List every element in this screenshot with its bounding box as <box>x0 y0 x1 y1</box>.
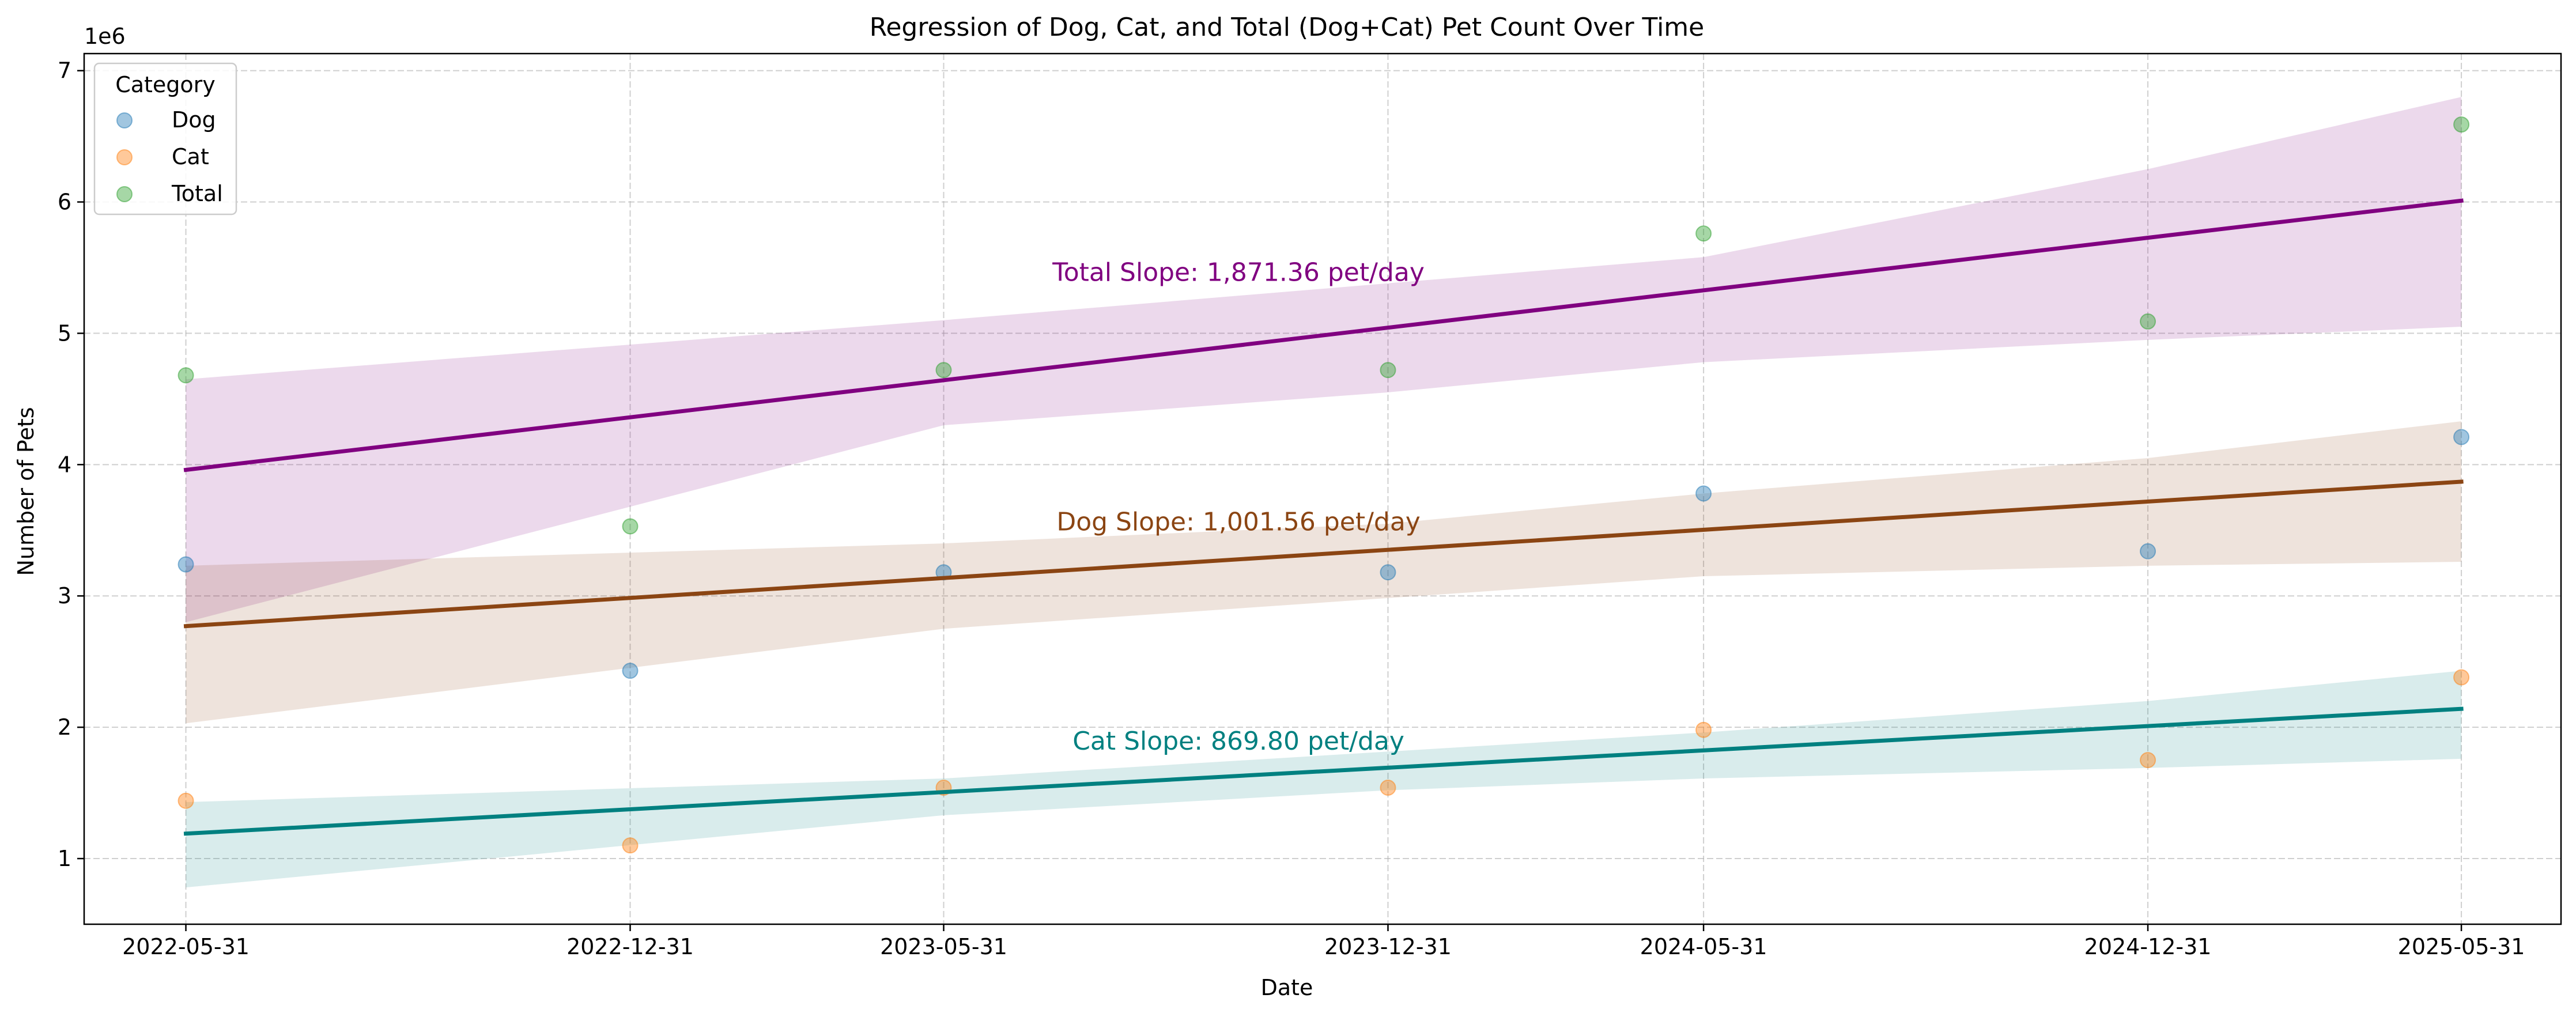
dog-confidence-band <box>186 421 2462 724</box>
cat-slope-annotation: Cat Slope: 869.80 pet/day <box>1072 727 1404 756</box>
cat-legend-marker <box>116 149 133 165</box>
dog-legend-marker <box>116 112 133 128</box>
total-confidence-band <box>186 97 2462 622</box>
x-tick-label: 2025-05-31 <box>2398 934 2525 959</box>
total-data-point <box>2140 313 2156 330</box>
dog-data-point <box>177 556 194 573</box>
y-tick-label: 6 <box>58 190 71 215</box>
x-tick-label: 2024-12-31 <box>2084 934 2212 959</box>
dog-data-point <box>622 663 639 679</box>
x-tick-label: 2024-05-31 <box>1640 934 1767 959</box>
cat-data-point <box>1695 721 1712 738</box>
cat-data-point <box>1380 779 1396 796</box>
y-tick-label: 3 <box>58 583 71 608</box>
dog-data-point <box>1695 485 1712 502</box>
total-data-point <box>1695 225 1712 242</box>
total-data-point <box>622 518 639 535</box>
chart-title: Regression of Dog, Cat, and Total (Dog+C… <box>870 13 1704 42</box>
cat-confidence-band <box>186 671 2462 888</box>
total-data-point <box>935 362 952 379</box>
legend: Category Dog Cat Total <box>93 62 237 216</box>
x-tick-label: 2022-05-31 <box>122 934 250 959</box>
axes: 2022-05-31 2022-12-31 2023-05-31 2023-12-31… <box>58 52 2562 959</box>
y-tick-label: 4 <box>58 452 71 477</box>
total-data-point <box>177 367 194 384</box>
scatter-points <box>177 116 2470 854</box>
total-data-point <box>1380 362 1396 379</box>
dog-slope-annotation: Dog Slope: 1,001.56 pet/day <box>1056 507 1421 536</box>
x-tick-label: 2023-12-31 <box>1324 934 1452 959</box>
dog-data-point <box>2140 543 2156 559</box>
cat-data-point <box>2140 752 2156 769</box>
cat-data-point <box>622 837 639 854</box>
gridlines <box>84 54 2561 924</box>
cat-data-point <box>2453 669 2470 686</box>
y-tick-label: 1 <box>58 846 71 871</box>
slope-annotations: Total Slope: 1,871.36 pet/day Dog Slope: … <box>1052 258 1425 756</box>
dog-regression-line <box>183 479 2464 629</box>
total-regression-line <box>183 198 2464 472</box>
total-legend-label: Total <box>171 181 223 206</box>
cat-legend-label: Cat <box>172 144 209 169</box>
x-tick-label: 2023-05-31 <box>880 934 1007 959</box>
total-legend-marker <box>116 186 133 202</box>
dog-legend-label: Dog <box>172 107 216 133</box>
cat-data-point <box>177 792 194 809</box>
total-slope-annotation: Total Slope: 1,871.36 pet/day <box>1052 258 1425 287</box>
total-data-point <box>2453 116 2470 133</box>
y-tick-label: 5 <box>58 320 71 346</box>
confidence-bands <box>186 97 2462 888</box>
plot-frame <box>83 52 2562 925</box>
y-axis-label: Number of Pets <box>13 407 39 576</box>
dog-data-point <box>1380 564 1396 581</box>
x-axis-label: Date <box>1261 975 1313 1000</box>
y-tick-label: 2 <box>58 714 71 740</box>
cat-regression-line <box>183 706 2464 836</box>
dog-data-point <box>2453 429 2470 445</box>
y-tick-label: 7 <box>58 58 71 84</box>
legend-title: Category <box>115 72 216 97</box>
y-axis-offset-label: 1e6 <box>84 24 126 49</box>
legend-box <box>93 62 237 216</box>
regression-lines <box>183 198 2464 836</box>
x-tick-label: 2022-12-31 <box>566 934 694 959</box>
